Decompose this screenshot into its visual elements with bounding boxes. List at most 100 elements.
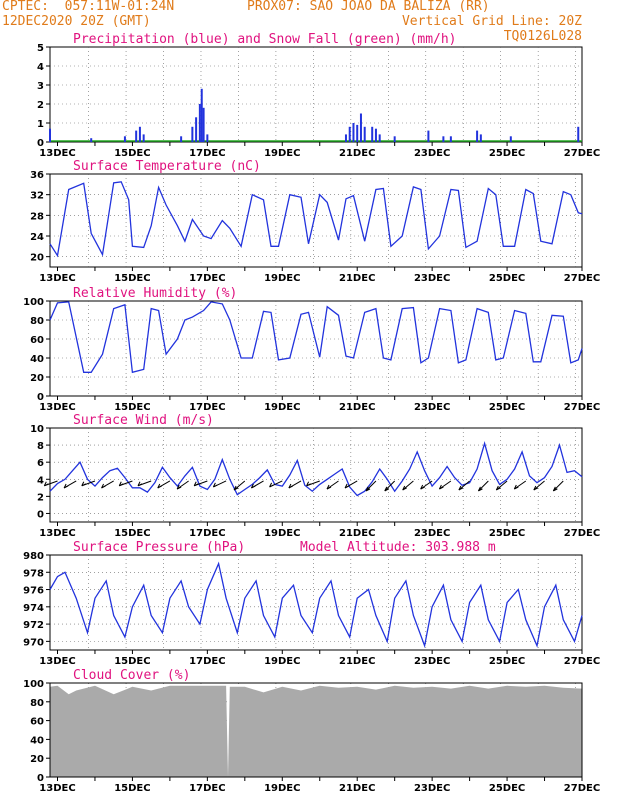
panel-frame-precip bbox=[49, 46, 583, 143]
precip-bar bbox=[200, 88, 203, 142]
x-tick-label: 13DEC bbox=[39, 148, 75, 159]
wind-arrow-head bbox=[477, 486, 481, 492]
series-line-pressure bbox=[49, 561, 583, 649]
y-tick-label: 0 bbox=[37, 138, 44, 149]
run-date: 12DEC2020 20Z (GMT) bbox=[2, 14, 151, 29]
x-tick-label: 27DEC bbox=[564, 402, 600, 413]
x-tick-label: 15DEC bbox=[114, 783, 150, 794]
wind-arrow bbox=[496, 480, 508, 491]
y-tick-label: 20 bbox=[30, 754, 44, 765]
x-tick-label: 13DEC bbox=[39, 273, 75, 284]
x-tick-label: 25DEC bbox=[489, 783, 525, 794]
station-header-code: CPTEC: 057:11W-01:24N bbox=[2, 0, 175, 14]
x-tick-label: 25DEC bbox=[489, 148, 525, 159]
wind-arrow bbox=[365, 480, 377, 492]
x-tick-label: 21DEC bbox=[339, 402, 375, 413]
y-tick-label: 976 bbox=[23, 586, 44, 597]
y-tick-label: 40 bbox=[30, 735, 44, 746]
x-tick-label: 15DEC bbox=[114, 656, 150, 667]
precip-bar bbox=[138, 126, 141, 142]
x-tick-label: 17DEC bbox=[189, 528, 225, 539]
x-tick-label: 21DEC bbox=[339, 528, 375, 539]
y-tick-label: 28 bbox=[30, 211, 44, 222]
x-tick-label: 27DEC bbox=[564, 783, 600, 794]
wind-arrow bbox=[384, 480, 396, 492]
panel-title-pressure: Surface Pressure (hPa) bbox=[73, 540, 245, 555]
x-tick-label: 17DEC bbox=[189, 656, 225, 667]
x-tick-label: 21DEC bbox=[339, 148, 375, 159]
wind-arrow-head bbox=[344, 483, 348, 489]
y-tick-label: 0 bbox=[37, 392, 44, 403]
x-tick-label: 21DEC bbox=[339, 273, 375, 284]
y-tick-label: 36 bbox=[30, 170, 44, 181]
x-tick-label: 19DEC bbox=[264, 273, 300, 284]
x-tick-label: 17DEC bbox=[189, 783, 225, 794]
precip-bar bbox=[135, 130, 138, 142]
precip-bar bbox=[449, 136, 452, 142]
wind-arrow bbox=[233, 480, 246, 491]
precip-bar bbox=[393, 136, 396, 142]
x-tick-label: 25DEC bbox=[489, 402, 525, 413]
x-tick-label: 13DEC bbox=[39, 402, 75, 413]
wind-arrow bbox=[478, 480, 489, 492]
y-tick-label: 6 bbox=[37, 458, 44, 469]
x-tick-label: 13DEC bbox=[39, 656, 75, 667]
wind-arrow-head bbox=[43, 481, 47, 486]
y-tick-label: 10 bbox=[30, 424, 44, 435]
wind-arrow-head bbox=[233, 485, 237, 491]
wind-arrow bbox=[553, 480, 564, 492]
y-tick-label: 972 bbox=[23, 620, 44, 631]
wind-arrow-head bbox=[137, 481, 141, 486]
panel-subtitle-pressure: Model Altitude: 303.988 m bbox=[300, 540, 496, 555]
y-tick-label: 5 bbox=[37, 43, 44, 54]
panel-frame-temp bbox=[49, 173, 583, 268]
precip-bar bbox=[180, 136, 183, 142]
y-tick-label: 0 bbox=[37, 509, 44, 520]
y-tick-label: 80 bbox=[30, 698, 44, 709]
x-tick-label: 27DEC bbox=[564, 148, 600, 159]
wind-arrow-head bbox=[438, 484, 442, 490]
precip-bar bbox=[479, 134, 482, 142]
wind-arrow-head bbox=[81, 481, 85, 486]
x-tick-label: 21DEC bbox=[339, 656, 375, 667]
wind-arrow-head bbox=[513, 484, 517, 490]
wind-arrow-head bbox=[552, 486, 556, 492]
y-tick-label: 100 bbox=[23, 679, 44, 690]
x-tick-label: 23DEC bbox=[414, 273, 450, 284]
x-tick-label: 19DEC bbox=[264, 402, 300, 413]
precip-bar bbox=[206, 134, 209, 142]
wind-arrow-head bbox=[193, 481, 197, 486]
wind-arrow bbox=[402, 480, 414, 491]
y-tick-label: 3 bbox=[37, 81, 44, 92]
wind-arrow-head bbox=[288, 483, 292, 489]
x-tick-label: 15DEC bbox=[114, 528, 150, 539]
precip-bar bbox=[476, 130, 479, 142]
x-tick-label: 25DEC bbox=[489, 528, 525, 539]
wind-arrow-head bbox=[420, 484, 424, 490]
x-tick-label: 17DEC bbox=[189, 273, 225, 284]
y-tick-label: 970 bbox=[23, 637, 44, 648]
x-tick-label: 27DEC bbox=[564, 528, 600, 539]
wind-arrow-head bbox=[157, 483, 161, 489]
series-line-wind bbox=[49, 441, 583, 497]
x-tick-label: 19DEC bbox=[264, 656, 300, 667]
precip-bar bbox=[90, 138, 93, 142]
y-tick-label: 8 bbox=[37, 441, 44, 452]
x-tick-label: 23DEC bbox=[414, 528, 450, 539]
precip-bar bbox=[49, 128, 51, 142]
wind-arrow-head bbox=[326, 484, 330, 490]
x-tick-label: 19DEC bbox=[264, 148, 300, 159]
x-tick-label: 23DEC bbox=[414, 656, 450, 667]
x-tick-label: 27DEC bbox=[564, 273, 600, 284]
x-tick-label: 13DEC bbox=[39, 528, 75, 539]
wind-arrow-head bbox=[250, 483, 254, 489]
panel-frame-pressure bbox=[49, 554, 583, 651]
precip-bar bbox=[442, 136, 445, 142]
precip-bar bbox=[191, 126, 194, 142]
x-tick-label: 23DEC bbox=[414, 148, 450, 159]
x-tick-label: 21DEC bbox=[339, 783, 375, 794]
y-tick-label: 4 bbox=[37, 62, 44, 73]
y-tick-label: 80 bbox=[30, 316, 44, 327]
y-tick-label: 0 bbox=[37, 773, 44, 784]
